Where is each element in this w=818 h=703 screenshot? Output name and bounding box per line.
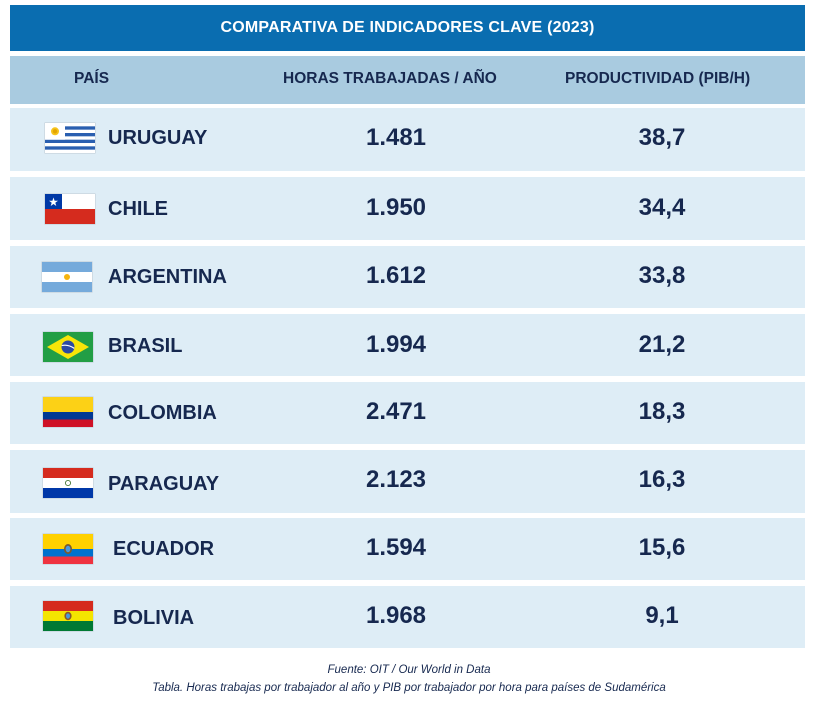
source-note: Fuente: OIT / Our World in Data (327, 664, 491, 676)
hours-value: 1.594 (365, 534, 427, 561)
productivity-value: 9,1 (645, 602, 679, 629)
colombia-flag-icon (43, 397, 93, 427)
table-title-text: COMPARATIVA DE INDICADORES CLAVE (2023) (220, 19, 595, 36)
bolivia-flag-icon (43, 601, 93, 631)
country-name: BOLIVIA (113, 607, 195, 629)
productivity-value: 15,6 (638, 534, 686, 561)
productivity-value: 16,3 (638, 466, 686, 493)
table-row: BOLIVIA 1.968 9,1 (10, 586, 805, 648)
table-caption: Tabla. Horas trabajas por trabajador al … (152, 682, 666, 694)
paraguay-flag-icon (43, 468, 93, 498)
table-row: BRASIL 1.994 21,2 (10, 314, 805, 376)
productivity-value: 18,3 (638, 398, 686, 425)
hours-value: 2.123 (365, 466, 427, 493)
productivity-value: 38,7 (638, 124, 686, 151)
ecuador-flag-icon (43, 534, 93, 564)
table-row: URUGUAY 1.481 38,7 (10, 108, 805, 171)
country-name: CHILE (108, 198, 168, 220)
country-name: COLOMBIA (108, 402, 217, 424)
productivity-value: 21,2 (638, 331, 686, 358)
argentina-flag-icon (42, 262, 92, 292)
table-row: ECUADOR 1.594 15,6 (10, 518, 805, 580)
country-name: PARAGUAY (108, 473, 220, 495)
country-name: ECUADOR (113, 538, 215, 560)
uruguay-flag-icon (45, 123, 95, 153)
productivity-value: 34,4 (638, 194, 686, 221)
country-name: BRASIL (108, 335, 183, 357)
hours-value: 1.950 (365, 194, 427, 221)
hours-value: 1.994 (365, 331, 427, 358)
country-name: ARGENTINA (108, 266, 227, 288)
table-row: ARGENTINA 1.612 33,8 (10, 246, 805, 308)
brazil-flag-icon (43, 332, 93, 362)
country-name: URUGUAY (108, 127, 208, 149)
hours-value: 1.968 (365, 602, 427, 629)
column-header-hours: HORAS TRABAJADAS / AÑO (283, 70, 497, 87)
table-row: COLOMBIA 2.471 18,3 (10, 382, 805, 444)
table-title: COMPARATIVA DE INDICADORES CLAVE (2023) (10, 5, 805, 51)
table-header: PAÍS HORAS TRABAJADAS / AÑO PRODUCTIVIDA… (10, 56, 805, 104)
table-row: CHILE 1.950 34,4 (10, 177, 805, 240)
hours-value: 1.612 (365, 262, 427, 289)
table-row: PARAGUAY 2.123 16,3 (10, 450, 805, 513)
hours-value: 2.471 (365, 398, 427, 425)
productivity-value: 33,8 (638, 262, 686, 289)
hours-value: 1.481 (365, 124, 427, 151)
chile-flag-icon (45, 194, 95, 224)
column-header-productivity: PRODUCTIVIDAD (PIB/H) (565, 70, 751, 87)
column-header-country: PAÍS (74, 70, 110, 87)
